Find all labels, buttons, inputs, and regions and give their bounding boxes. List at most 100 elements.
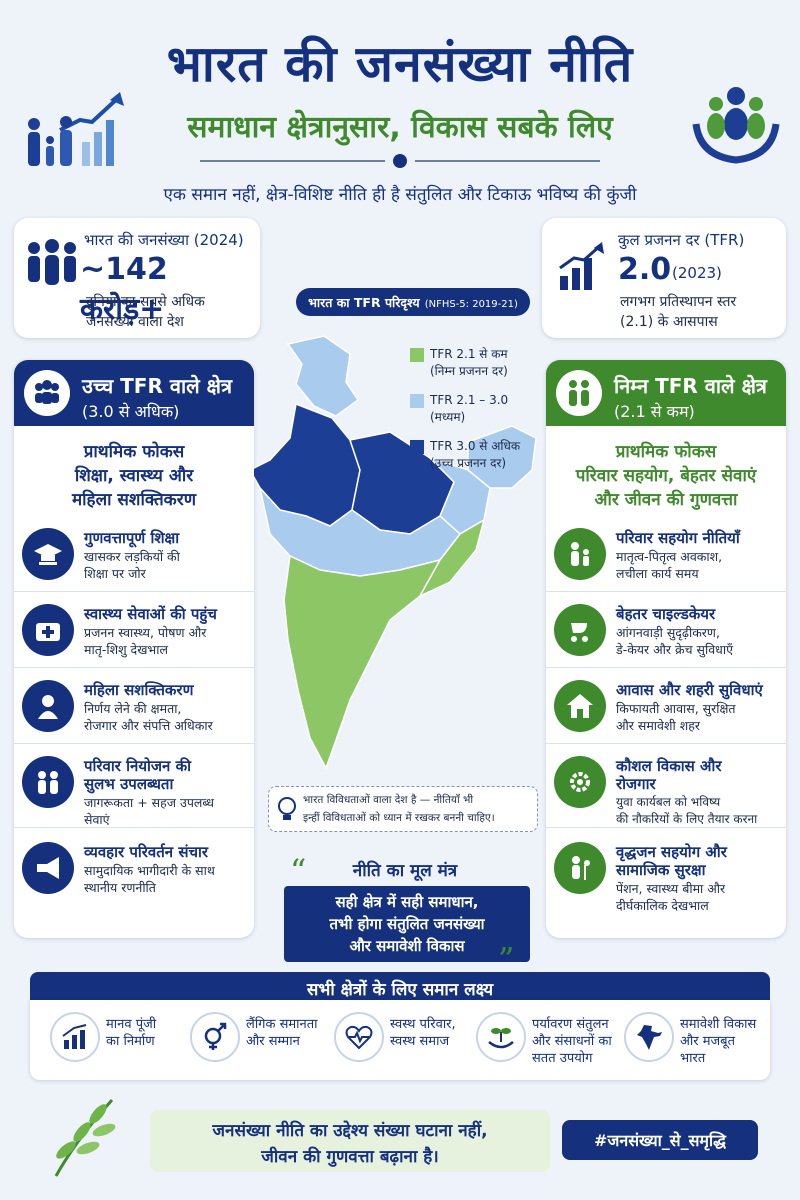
low-item-family-support: परिवार सहयोग नीतियाँ मातृत्व-पितृत्व अवक… [546, 520, 786, 592]
high-item-desc: प्रजनन स्वास्थ्य, पोषण और मातृ-शिशु देखभा… [84, 625, 207, 657]
tfr-value: 2.0 [618, 252, 672, 287]
goals-heading-bar: सभी क्षेत्रों के लिए समान लक्ष्य [30, 972, 770, 1002]
high-tfr-title: उच्च TFR वाले क्षेत्र [82, 374, 233, 398]
low-item-childcare: बेहतर चाइल्डकेयर आंगनवाड़ी सुदृढ़ीकरण, डे… [546, 596, 786, 668]
high-item-education: गुणवत्तापूर्ण शिक्षा खासकर लड़कियों की शि… [14, 520, 254, 592]
growth-chart-icon [50, 1012, 100, 1062]
tfr-label: कुल प्रजनन दर (TFR) [618, 231, 745, 249]
goal-gender-equality: लैंगिक समानता और सम्मान [190, 1008, 330, 1070]
high-item-desc: निर्णय लेने की क्षमता, रोजगार और संपत्ति … [84, 701, 213, 733]
legend-low-line1: TFR 2.1 से कम [430, 347, 508, 361]
high-item-title: गुणवत्तापूर्ण शिक्षा [84, 529, 180, 547]
low-item-desc: आंगनवाड़ी सुदृढ़ीकरण, डे-केयर और क्रेच सु… [616, 625, 733, 657]
tfr-desc-1: लगभग प्रतिस्थापन स्तर [620, 294, 737, 310]
header-family-growth-icon [20, 90, 130, 170]
quote-close-icon: ” [498, 940, 515, 978]
high-item-women: महिला सशक्तिकरण निर्णय लेने की क्षमता, रो… [14, 672, 254, 744]
header-divider-right [415, 160, 600, 162]
low-focus-label: प्राथमिक फोकस [615, 442, 717, 462]
goal-text: मानव पूंजी का निर्माण [106, 1017, 157, 1049]
population-stat-card: भारत की जनसंख्या (2024) ~142 करोड़+ दुनि… [14, 218, 260, 338]
high-item-health: स्वास्थ्य सेवाओं की पहुंच प्रजनन स्वास्थ… [14, 596, 254, 668]
low-item-title: आवास और शहरी सुविधाएं [616, 681, 763, 699]
map-legend: TFR 2.1 से कम (निम्न प्रजनन दर) TFR 2.1 … [410, 347, 550, 478]
family-icon [22, 756, 74, 808]
low-item-title: परिवार सहयोग नीतियाँ [616, 529, 740, 547]
legend-mid-line1: TFR 2.1 – 3.0 [430, 393, 509, 407]
map-region-south-low [283, 554, 442, 770]
goal-human-capital: मानव पूंजी का निर्माण [50, 1008, 190, 1070]
low-item-title-2: सामाजिक सुरक्षा [616, 861, 706, 879]
goal-environment: पर्यावरण संतुलन और संसाधनों का सतत उपयोग [476, 1008, 626, 1070]
house-icon [554, 680, 606, 732]
high-tfr-header: उच्च TFR वाले क्षेत्र (3.0 से अधिक) [14, 360, 254, 426]
low-item-title-2: रोजगार [616, 775, 656, 793]
medical-kit-icon [22, 604, 74, 656]
legend-swatch-mid [410, 394, 424, 408]
goal-inclusive-india: समावेशी विकास और मजबूत भारत [624, 1008, 764, 1070]
legend-high-line1: TFR 3.0 से अधिक [430, 439, 521, 453]
legend-swatch-low [410, 348, 424, 362]
page-title: भारत की जनसंख्या नीति [166, 35, 634, 93]
goals-heading: सभी क्षेत्रों के लिए समान लक्ष्य [306, 980, 494, 1000]
page-subtitle: समाधान क्षेत्रानुसार, विकास सबके लिए [187, 110, 613, 145]
high-item-behaviour: व्यवहार परिवर्तन संचार सामुदायिक भागीदार… [14, 834, 254, 906]
stroller-icon [554, 604, 606, 656]
high-item-title-2: सुलभ उपलब्धता [84, 775, 174, 793]
low-item-desc: युवा कार्यबल को भविष्य की नौकरियों के लिए… [616, 795, 758, 826]
mantra-line1: सही क्षेत्र में सही समाधान, [335, 893, 479, 911]
low-item-desc: किफायती आवास, सुरक्षित और समावेशी शहर [616, 701, 736, 733]
legend-low-line2: (निम्न प्रजनन दर) [430, 364, 508, 378]
high-tfr-panel: उच्च TFR वाले क्षेत्र (3.0 से अधिक) प्रा… [14, 360, 254, 938]
low-item-housing: आवास और शहरी सुविधाएं किफायती आवास, सुरक… [546, 672, 786, 744]
goal-healthy-family: स्वस्थ परिवार, स्वस्थ समाज [334, 1008, 474, 1070]
footer-line2: जीवन की गुणवत्ता बढ़ाना है। [261, 1147, 439, 1167]
low-focus-line1: परिवार सहयोग, बेहतर सेवाएं [575, 466, 757, 486]
map-title: भारत का TFR परिदृश्य [308, 295, 420, 310]
mantra-heading: नीति का मूल मंत्र [352, 861, 458, 881]
high-item-desc: जागरूकता + सहज उपलब्ध सेवाएं [84, 795, 215, 827]
parent-child-icon [554, 528, 606, 580]
high-focus-label: प्राथमिक फोकस [83, 442, 185, 462]
high-item-family-planning: परिवार नियोजन की सुलभ उपलब्धता जागरूकता … [14, 748, 254, 828]
hashtag-badge: #जनसंख्या_से_समृद्धि [562, 1120, 758, 1160]
goal-text: लैंगिक समानता और सम्मान [246, 1017, 318, 1049]
legend-swatch-high [410, 440, 424, 454]
hashtag-text: #जनसंख्या_से_समृद्धि [594, 1131, 726, 1150]
high-item-title: महिला सशक्तिकरण [84, 681, 194, 699]
map-note-line2: इन्हीं विविधताओं को ध्यान में रखकर बननी … [303, 812, 495, 824]
low-tfr-sub: (2.1 से कम) [614, 402, 695, 421]
low-tfr-title: निम्न TFR वाले क्षेत्र [614, 374, 767, 398]
population-desc-1: दुनिया का सबसे अधिक [86, 294, 205, 310]
tfr-desc-2: (2.1) के आसपास [620, 314, 718, 330]
leaf-branch-icon [36, 1090, 126, 1180]
high-tfr-sub: (3.0 से अधिक) [82, 402, 180, 421]
header-divider-dot [393, 154, 407, 168]
population-people-icon [22, 238, 82, 288]
goal-text: स्वस्थ परिवार, स्वस्थ समाज [390, 1017, 456, 1049]
high-focus-line2: महिला सशक्तिकरण [71, 490, 196, 510]
woman-icon [22, 680, 74, 732]
mantra-line3: और समावेशी विकास [349, 937, 465, 955]
population-desc-2: जनसंख्या वाला देश [86, 314, 184, 330]
skills-gear-icon [554, 756, 606, 808]
low-focus-line2: और जीवन की गुणवत्ता [594, 490, 738, 510]
legend-mid-line2: (मध्यम) [430, 410, 466, 424]
india-tfr-map [240, 320, 540, 790]
tfr-bar-chart-icon [556, 242, 606, 292]
population-value: ~142 करोड़+ [80, 252, 168, 327]
high-focus-line1: शिक्षा, स्वास्थ्य और [74, 466, 194, 486]
high-item-title: परिवार नियोजन की [84, 757, 191, 775]
low-item-desc: पेंशन, स्वास्थ्य बीमा और दीर्घकालिक देखभा… [616, 881, 726, 913]
lightbulb-icon [275, 795, 299, 823]
low-item-title: कौशल विकास और [616, 757, 722, 775]
low-item-elderly: वृद्धजन सहयोग और सामाजिक सुरक्षा पेंशन, … [546, 834, 786, 920]
heartbeat-icon [334, 1012, 384, 1062]
header-divider-left [200, 160, 385, 162]
low-tfr-panel: निम्न TFR वाले क्षेत्र (2.1 से कम) प्राथ… [546, 360, 786, 938]
megaphone-icon [22, 842, 74, 894]
high-item-desc: सामुदायिक भागीदारी के साथ स्थानीय रणनीति [84, 863, 215, 895]
legend-high-line2: (उच्च प्रजनन दर) [430, 456, 507, 470]
map-note-box: भारत विविधताओं वाला देश है — नीतियाँ भी … [268, 786, 538, 832]
map-region-northeast-mid [467, 425, 537, 489]
